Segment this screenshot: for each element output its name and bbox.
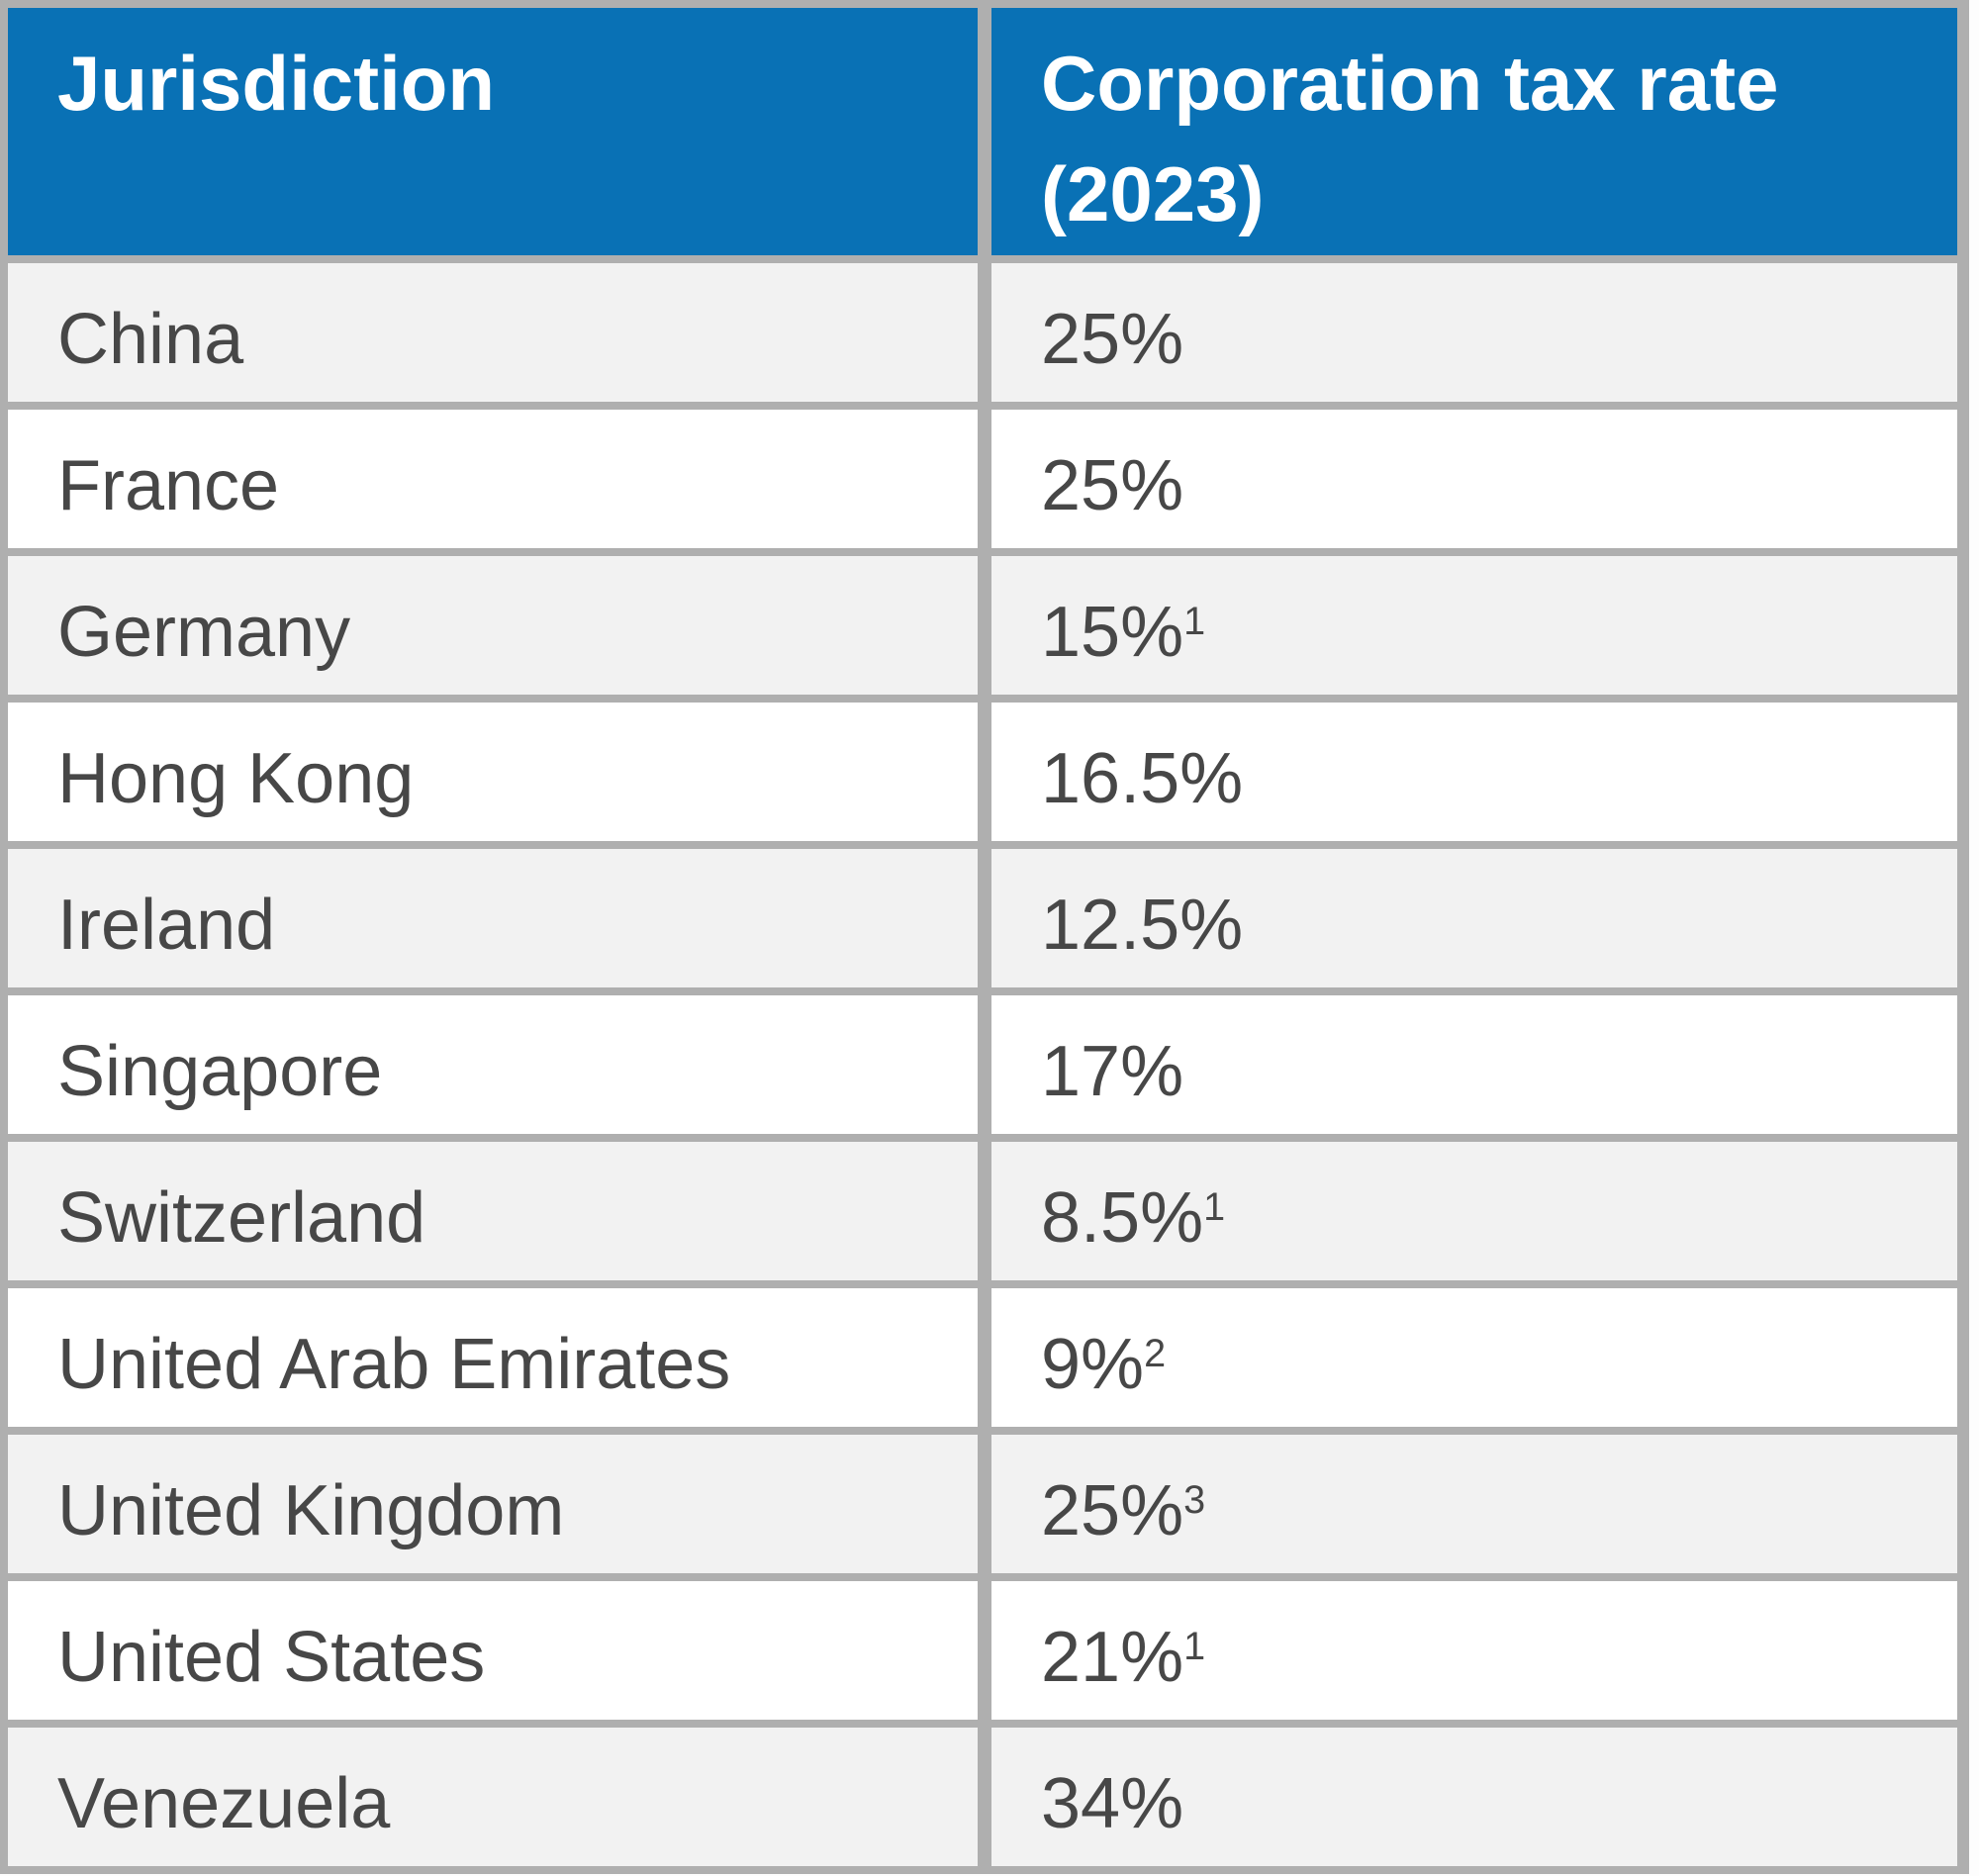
rate-value: 9%2 <box>1041 1325 1167 1404</box>
rate-value: 12.5% <box>1041 886 1244 965</box>
header-tax-rate-label-line1: Corporation tax rate <box>1041 40 1779 127</box>
rate-footnote-superscript: 1 <box>1183 600 1206 644</box>
rate-cell: 34% <box>991 1728 1957 1866</box>
rate-cell: 25% <box>991 263 1957 402</box>
rate-cell: 25%3 <box>991 1435 1957 1573</box>
rate-value: 25%3 <box>1041 1471 1206 1550</box>
jurisdiction-label: United Kingdom <box>57 1471 565 1550</box>
jurisdiction-cell: Hong Kong <box>8 703 978 841</box>
rate-value: 8.5%1 <box>1041 1178 1226 1258</box>
jurisdiction-label: Germany <box>57 593 351 672</box>
jurisdiction-cell: Switzerland <box>8 1142 978 1280</box>
rate-cell: 15%1 <box>991 556 1957 695</box>
rate-footnote-superscript: 1 <box>1183 1625 1206 1669</box>
rate-cell: 12.5% <box>991 849 1957 987</box>
rate-value: 15%1 <box>1041 593 1206 672</box>
table-row: Venezuela 34% <box>8 1728 1957 1866</box>
jurisdiction-label: Venezuela <box>57 1764 391 1843</box>
jurisdiction-label: United Arab Emirates <box>57 1325 731 1404</box>
rate-value: 16.5% <box>1041 739 1244 818</box>
table-row: United Arab Emirates 9%2 <box>8 1288 1957 1427</box>
jurisdiction-label: United States <box>57 1618 486 1697</box>
rate-cell: 25% <box>991 410 1957 548</box>
table-row: Hong Kong 16.5% <box>8 703 1957 841</box>
jurisdiction-label: France <box>57 446 280 525</box>
jurisdiction-cell: France <box>8 410 978 548</box>
header-cell-jurisdiction: Jurisdiction <box>8 8 978 255</box>
jurisdiction-cell: Germany <box>8 556 978 695</box>
table-row: Singapore 17% <box>8 995 1957 1134</box>
rate-cell: 17% <box>991 995 1957 1134</box>
rate-value: 25% <box>1041 446 1184 525</box>
jurisdiction-label: Hong Kong <box>57 739 415 818</box>
rate-cell: 9%2 <box>991 1288 1957 1427</box>
header-cell-tax-rate: Corporation tax rate (2023) <box>991 8 1957 255</box>
header-tax-rate-label-line2: (2023) <box>1041 150 1265 237</box>
jurisdiction-label: Singapore <box>57 1032 383 1111</box>
jurisdiction-label: Ireland <box>57 886 276 965</box>
jurisdiction-label: China <box>57 300 244 379</box>
rate-cell: 21%1 <box>991 1581 1957 1720</box>
table-row: Ireland 12.5% <box>8 849 1957 987</box>
table-row: United Kingdom 25%3 <box>8 1435 1957 1573</box>
table-row: China 25% <box>8 263 1957 402</box>
rate-value: 17% <box>1041 1032 1184 1111</box>
rate-footnote-superscript: 1 <box>1203 1185 1226 1230</box>
jurisdiction-cell: Singapore <box>8 995 978 1134</box>
rate-value: 34% <box>1041 1764 1184 1843</box>
jurisdiction-cell: Ireland <box>8 849 978 987</box>
jurisdiction-cell: United Kingdom <box>8 1435 978 1573</box>
rate-footnote-superscript: 3 <box>1183 1478 1206 1523</box>
table-row: Germany 15%1 <box>8 556 1957 695</box>
table-header-row: Jurisdiction Corporation tax rate (2023) <box>8 8 1957 255</box>
table-body: China 25% France 25% Germany 15%1 Hong K… <box>8 263 1957 1866</box>
header-jurisdiction-label: Jurisdiction <box>57 40 496 127</box>
rate-value: 25% <box>1041 300 1184 379</box>
rate-value: 21%1 <box>1041 1618 1206 1697</box>
jurisdiction-cell: Venezuela <box>8 1728 978 1866</box>
rate-footnote-superscript: 2 <box>1144 1332 1167 1376</box>
rate-cell: 16.5% <box>991 703 1957 841</box>
jurisdiction-cell: United States <box>8 1581 978 1720</box>
jurisdiction-cell: United Arab Emirates <box>8 1288 978 1427</box>
jurisdiction-cell: China <box>8 263 978 402</box>
table-row: France 25% <box>8 410 1957 548</box>
table-row: Switzerland 8.5%1 <box>8 1142 1957 1280</box>
jurisdiction-label: Switzerland <box>57 1178 426 1258</box>
table-row: United States 21%1 <box>8 1581 1957 1720</box>
rate-cell: 8.5%1 <box>991 1142 1957 1280</box>
